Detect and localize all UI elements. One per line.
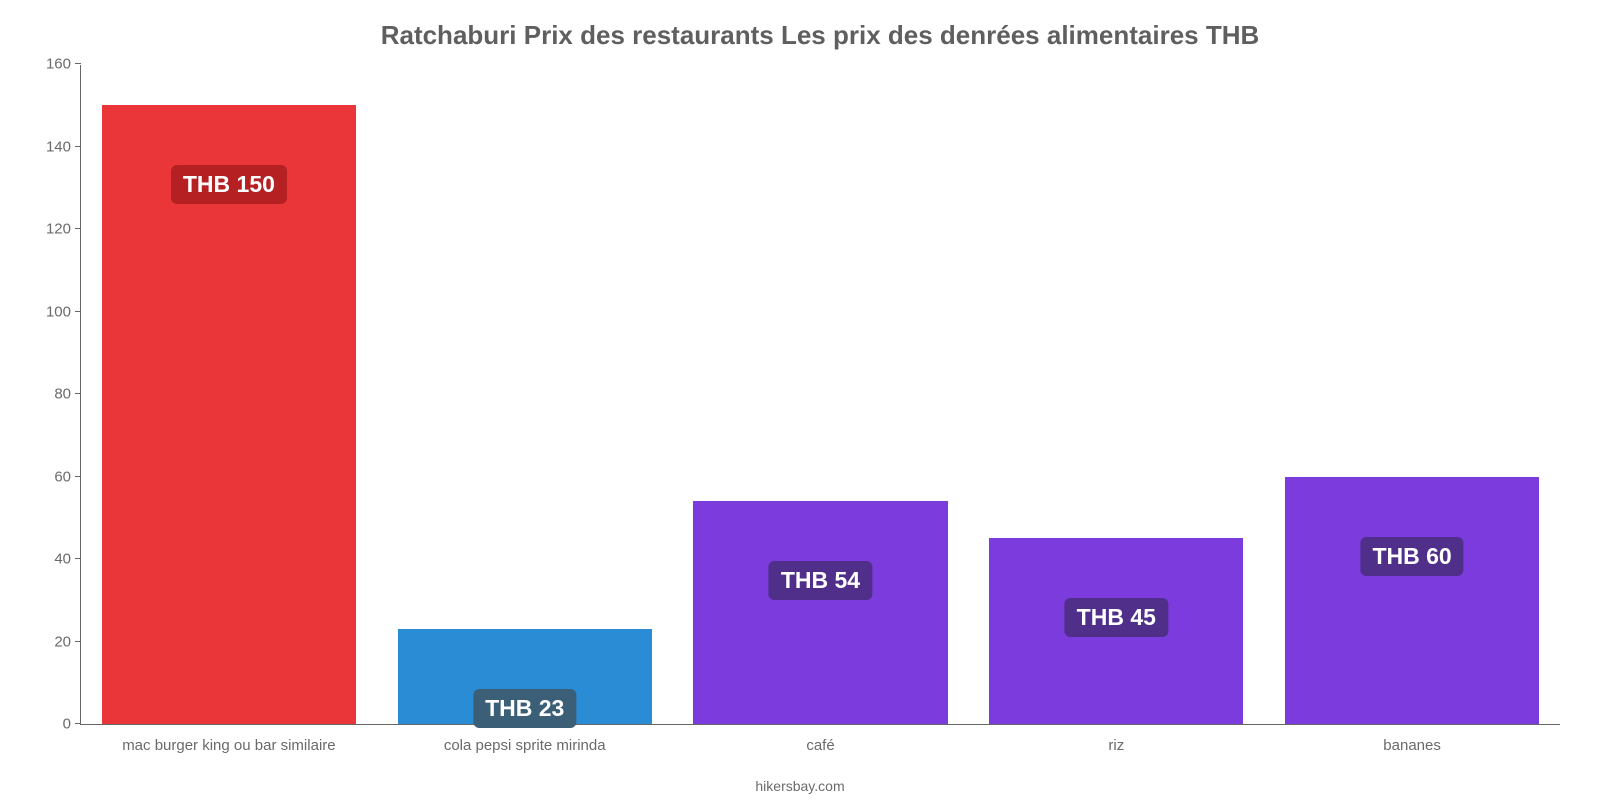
- y-tick-mark: [75, 393, 81, 394]
- bar: THB 54: [693, 501, 947, 724]
- y-tick-mark: [75, 228, 81, 229]
- y-tick-label: 140: [31, 138, 71, 155]
- y-tick-label: 80: [31, 386, 71, 403]
- y-tick-mark: [75, 146, 81, 147]
- bar: THB 23: [398, 629, 652, 724]
- y-tick-label: 100: [31, 303, 71, 320]
- value-badge: THB 45: [1065, 598, 1168, 637]
- x-axis-label: cola pepsi sprite mirinda: [377, 737, 673, 754]
- value-badge: THB 60: [1360, 537, 1463, 576]
- x-axis-labels: mac burger king ou bar similairecola pep…: [81, 737, 1560, 754]
- value-badge: THB 150: [171, 165, 287, 204]
- bar-slot: THB 23: [377, 65, 673, 724]
- value-badge: THB 23: [473, 689, 576, 728]
- y-tick-label: 40: [31, 551, 71, 568]
- y-tick-mark: [75, 723, 81, 724]
- y-tick-mark: [75, 63, 81, 64]
- y-tick-mark: [75, 641, 81, 642]
- x-axis-label: bananes: [1264, 737, 1560, 754]
- bar-slot: THB 60: [1264, 65, 1560, 724]
- bar: THB 60: [1285, 477, 1539, 725]
- x-axis-label: riz: [968, 737, 1264, 754]
- plot-area: THB 150THB 23THB 54THB 45THB 60 mac burg…: [80, 65, 1560, 725]
- bar-slot: THB 150: [81, 65, 377, 724]
- value-badge: THB 54: [769, 561, 872, 600]
- y-tick-mark: [75, 311, 81, 312]
- y-tick-label: 0: [31, 716, 71, 733]
- bar-slot: THB 45: [968, 65, 1264, 724]
- y-tick-label: 20: [31, 633, 71, 650]
- bar: THB 45: [989, 538, 1243, 724]
- chart-title: Ratchaburi Prix des restaurants Les prix…: [80, 20, 1560, 51]
- chart-container: Ratchaburi Prix des restaurants Les prix…: [0, 0, 1600, 800]
- y-tick-label: 160: [31, 56, 71, 73]
- y-tick-label: 120: [31, 221, 71, 238]
- bars-row: THB 150 THB 23 THB 54 THB 45 THB 60: [81, 65, 1560, 724]
- chart-caption: hikersbay.com: [0, 778, 1600, 794]
- x-axis-label: café: [673, 737, 969, 754]
- bar-slot: THB 54: [673, 65, 969, 724]
- bar: THB 150: [102, 105, 356, 724]
- y-tick-label: 60: [31, 468, 71, 485]
- y-tick-mark: [75, 476, 81, 477]
- x-axis-label: mac burger king ou bar similaire: [81, 737, 377, 754]
- y-tick-mark: [75, 558, 81, 559]
